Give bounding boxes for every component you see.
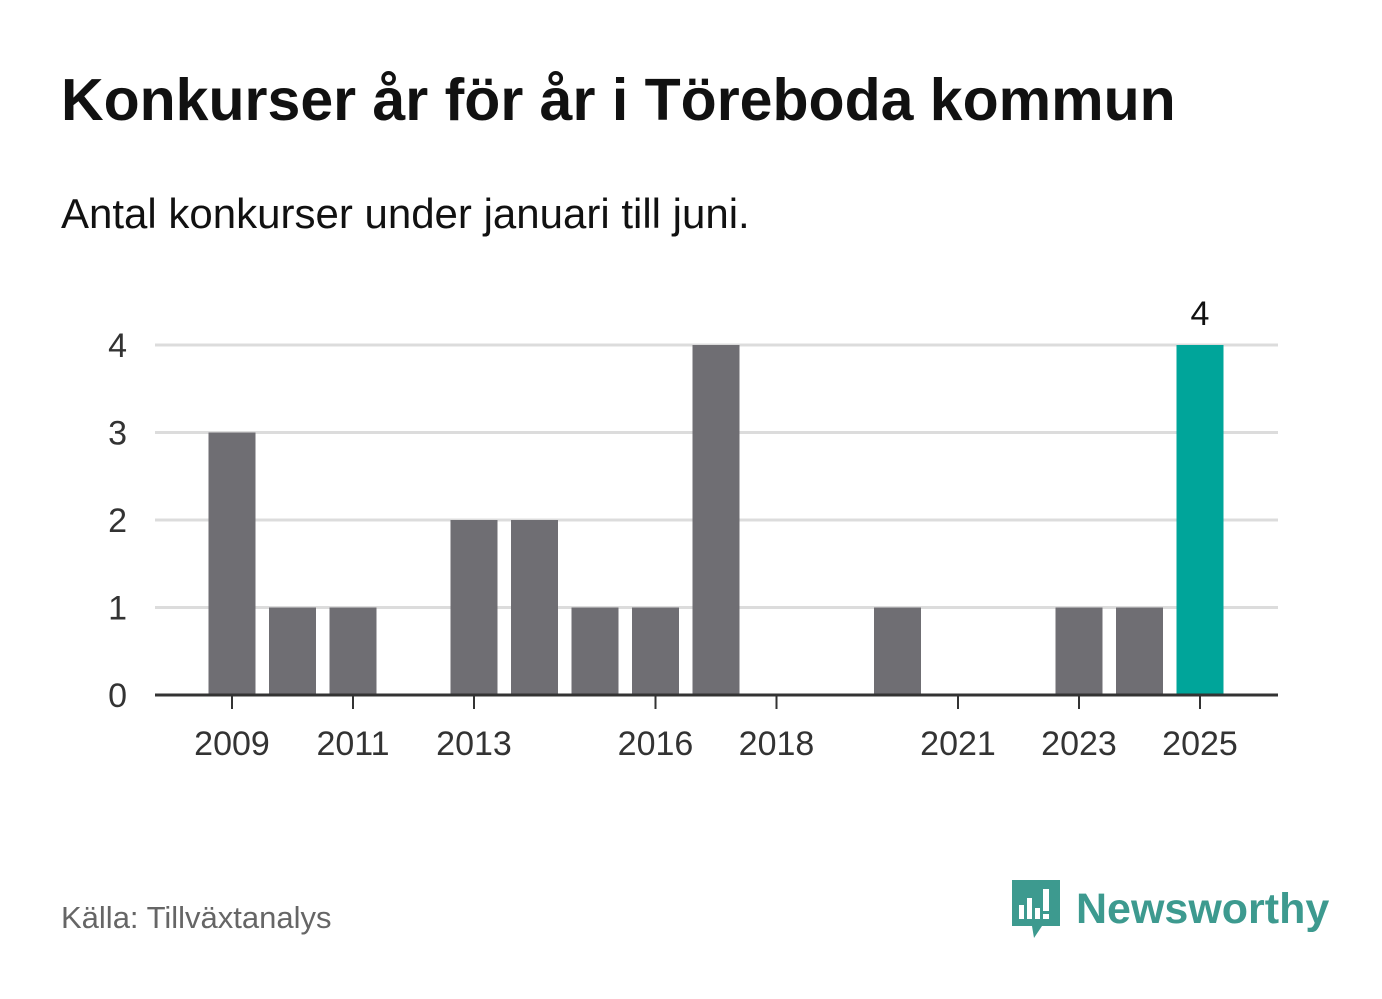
bar: [1055, 607, 1103, 695]
chart-title: Konkurser år för år i Töreboda kommun: [61, 67, 1176, 133]
bar: [1116, 607, 1163, 695]
y-tick-label: 1: [108, 590, 127, 628]
bar-chart: 0 1 2 3 4 2009 2011 2013 2016 2018 2021 2023 2025 4: [108, 295, 1278, 763]
y-tick-label: 2: [108, 502, 127, 540]
x-tick-label: 2021: [920, 725, 996, 763]
y-tick-label: 3: [108, 415, 127, 453]
bar: [511, 520, 558, 695]
bar: [692, 345, 740, 695]
bar: [571, 607, 619, 695]
x-tick-label: 2009: [194, 725, 270, 763]
x-tick-label: 2016: [618, 725, 694, 763]
x-tick-label: 2018: [739, 725, 815, 763]
y-tick-label: 0: [108, 677, 127, 715]
x-tick-label: 2011: [316, 725, 389, 763]
bar: [1176, 345, 1224, 695]
data-label: 4: [1191, 295, 1210, 333]
x-tick-label: 2025: [1162, 725, 1238, 763]
x-tick-label: 2013: [436, 725, 512, 763]
bar: [874, 607, 921, 695]
y-tick-label: 4: [108, 327, 127, 365]
brand-name: Newsworthy: [1076, 884, 1330, 933]
bar: [450, 520, 498, 695]
chart-subtitle: Antal konkurser under januari till juni.: [61, 190, 750, 237]
brand-logo: Newsworthy: [1010, 878, 1329, 940]
bar: [329, 607, 377, 695]
bar: [269, 607, 316, 695]
x-tick-label: 2023: [1041, 725, 1117, 763]
bar: [632, 607, 679, 695]
bar: [208, 432, 256, 695]
source-label: Källa: Tillväxtanalys: [61, 900, 332, 935]
bar-chart-speech-bubble-icon: [1012, 880, 1060, 938]
